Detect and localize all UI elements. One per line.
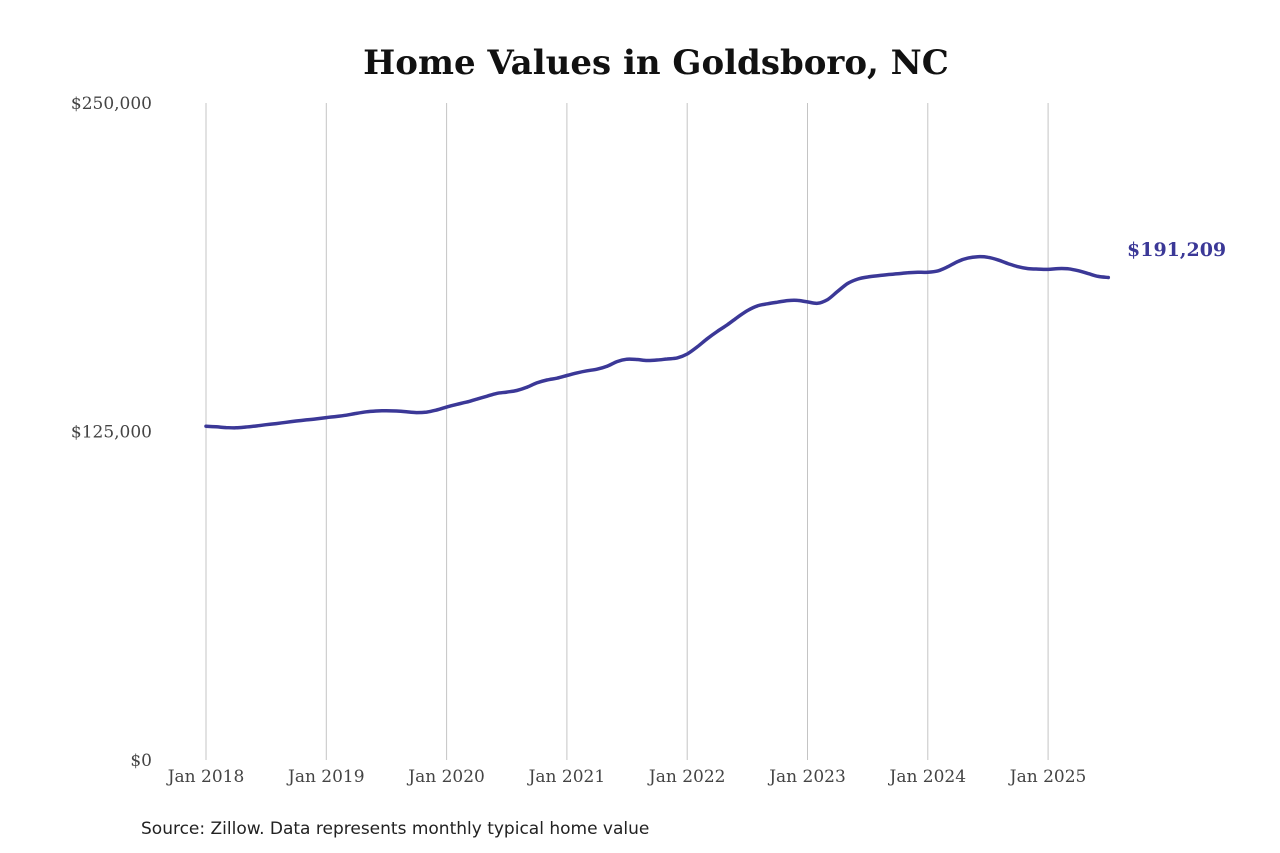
x-axis-tick-labels: Jan 2018 Jan 2019 Jan 2020 Jan 2021 Jan 2022… — [166, 767, 1087, 787]
x-tick-label: Jan 2023 — [767, 767, 846, 787]
x-tick-label: Jan 2021 — [527, 767, 606, 787]
grid-lines — [205, 103, 1049, 760]
x-tick-label: Jan 2022 — [647, 767, 726, 787]
y-axis-tick-labels: $0 $125,000 $250,000 — [71, 94, 152, 771]
x-tick-label: Jan 2024 — [888, 767, 967, 787]
chart-title: Home Values in Goldsboro, NC — [363, 43, 949, 83]
y-tick-label: $250,000 — [71, 94, 152, 114]
y-tick-label: $0 — [130, 751, 152, 771]
x-tick-label: Jan 2019 — [286, 767, 365, 787]
x-tick-label: Jan 2020 — [406, 767, 485, 787]
x-tick-label: Jan 2018 — [166, 767, 245, 787]
source-note: Source: Zillow. Data represents monthly … — [141, 819, 649, 839]
x-tick-label: Jan 2025 — [1008, 767, 1087, 787]
y-tick-label: $125,000 — [71, 423, 152, 443]
home-value-line — [204, 254, 1111, 430]
last-value-label: $191,209 — [1127, 239, 1226, 261]
series-group — [204, 254, 1111, 430]
